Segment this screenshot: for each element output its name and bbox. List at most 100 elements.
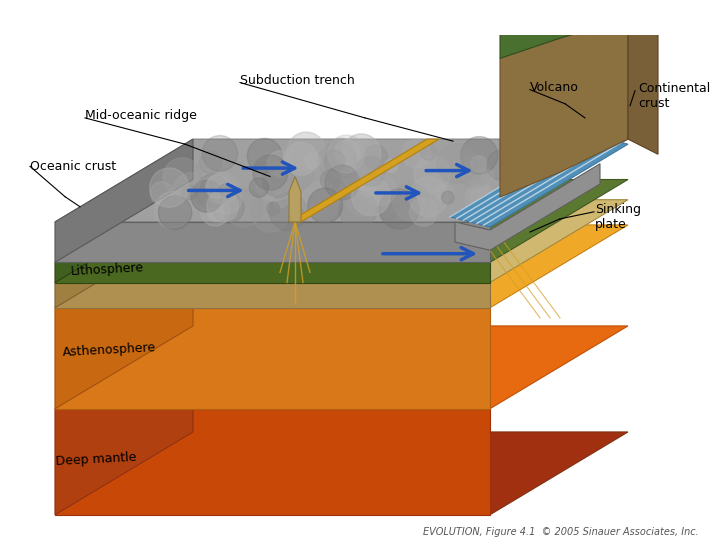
- Circle shape: [225, 188, 263, 227]
- Circle shape: [284, 142, 318, 176]
- Polygon shape: [55, 179, 628, 262]
- Text: Mid-oceanic ridge: Mid-oceanic ridge: [85, 110, 197, 123]
- Circle shape: [220, 184, 233, 197]
- Circle shape: [487, 150, 517, 180]
- Text: 4.1  Plate tectonic processes: 4.1 Plate tectonic processes: [9, 11, 248, 29]
- Circle shape: [409, 177, 448, 217]
- Circle shape: [207, 191, 238, 222]
- Circle shape: [273, 192, 288, 207]
- Polygon shape: [55, 326, 628, 409]
- Polygon shape: [455, 164, 600, 250]
- Polygon shape: [580, 0, 596, 33]
- Circle shape: [320, 170, 341, 190]
- Circle shape: [384, 159, 397, 173]
- Circle shape: [330, 182, 343, 195]
- Circle shape: [410, 198, 438, 226]
- Text: Oceanic crust: Oceanic crust: [30, 160, 116, 173]
- Circle shape: [359, 178, 378, 197]
- Circle shape: [207, 172, 238, 204]
- Circle shape: [342, 134, 381, 173]
- Circle shape: [517, 163, 530, 176]
- Circle shape: [282, 159, 314, 190]
- Polygon shape: [55, 308, 490, 409]
- Circle shape: [307, 188, 343, 223]
- Circle shape: [150, 168, 189, 207]
- Circle shape: [364, 145, 387, 170]
- Polygon shape: [500, 0, 628, 58]
- Circle shape: [414, 156, 451, 193]
- Circle shape: [325, 165, 359, 200]
- Polygon shape: [55, 200, 628, 282]
- Circle shape: [267, 151, 292, 177]
- Text: Subduction trench: Subduction trench: [240, 74, 355, 87]
- Circle shape: [324, 150, 345, 171]
- Circle shape: [356, 186, 370, 200]
- Circle shape: [379, 189, 419, 229]
- Circle shape: [261, 167, 288, 195]
- Circle shape: [318, 142, 356, 180]
- Circle shape: [302, 181, 341, 220]
- Polygon shape: [55, 409, 490, 515]
- Circle shape: [365, 174, 396, 205]
- Polygon shape: [55, 326, 193, 515]
- Text: Continental
crust: Continental crust: [638, 82, 710, 110]
- Circle shape: [339, 167, 369, 197]
- Circle shape: [253, 155, 288, 190]
- Circle shape: [173, 173, 210, 211]
- Circle shape: [355, 174, 373, 192]
- Polygon shape: [500, 18, 628, 197]
- Circle shape: [249, 178, 269, 197]
- Circle shape: [191, 180, 222, 212]
- Polygon shape: [55, 225, 193, 409]
- Circle shape: [441, 191, 454, 204]
- Polygon shape: [55, 200, 193, 308]
- Circle shape: [267, 202, 279, 215]
- Circle shape: [437, 144, 477, 184]
- Circle shape: [328, 135, 365, 173]
- Circle shape: [196, 174, 229, 207]
- Polygon shape: [55, 432, 628, 515]
- Text: Deep mantle: Deep mantle: [55, 450, 137, 468]
- Polygon shape: [55, 179, 193, 282]
- Polygon shape: [566, 0, 610, 33]
- Circle shape: [461, 137, 498, 174]
- Polygon shape: [55, 139, 628, 222]
- Polygon shape: [55, 139, 193, 262]
- Text: EVOLUTION, Figure 4.1  © 2005 Sinauer Associates, Inc.: EVOLUTION, Figure 4.1 © 2005 Sinauer Ass…: [423, 526, 698, 537]
- Polygon shape: [500, 0, 628, 33]
- Circle shape: [247, 138, 282, 173]
- Circle shape: [346, 184, 379, 216]
- Circle shape: [522, 145, 554, 177]
- Circle shape: [256, 163, 293, 201]
- Circle shape: [471, 156, 487, 172]
- Circle shape: [213, 192, 244, 224]
- Circle shape: [335, 140, 360, 165]
- Circle shape: [155, 192, 191, 228]
- Circle shape: [251, 193, 289, 232]
- Polygon shape: [55, 282, 490, 308]
- Circle shape: [470, 186, 491, 206]
- Polygon shape: [55, 225, 628, 308]
- Circle shape: [201, 197, 230, 226]
- Circle shape: [482, 170, 494, 182]
- Circle shape: [269, 193, 307, 231]
- Circle shape: [202, 136, 238, 171]
- Circle shape: [325, 138, 357, 171]
- Circle shape: [305, 153, 320, 169]
- Circle shape: [194, 181, 221, 208]
- Circle shape: [339, 191, 377, 229]
- Polygon shape: [289, 139, 439, 222]
- Circle shape: [158, 195, 192, 230]
- Circle shape: [199, 151, 222, 174]
- Polygon shape: [450, 134, 628, 227]
- Circle shape: [287, 132, 325, 172]
- Polygon shape: [289, 177, 301, 222]
- Circle shape: [150, 182, 173, 205]
- Circle shape: [163, 158, 202, 197]
- Text: Sinking
plate: Sinking plate: [595, 203, 641, 231]
- Circle shape: [393, 184, 430, 221]
- Polygon shape: [55, 262, 490, 282]
- Circle shape: [263, 165, 294, 198]
- Circle shape: [332, 181, 345, 193]
- Circle shape: [402, 139, 431, 168]
